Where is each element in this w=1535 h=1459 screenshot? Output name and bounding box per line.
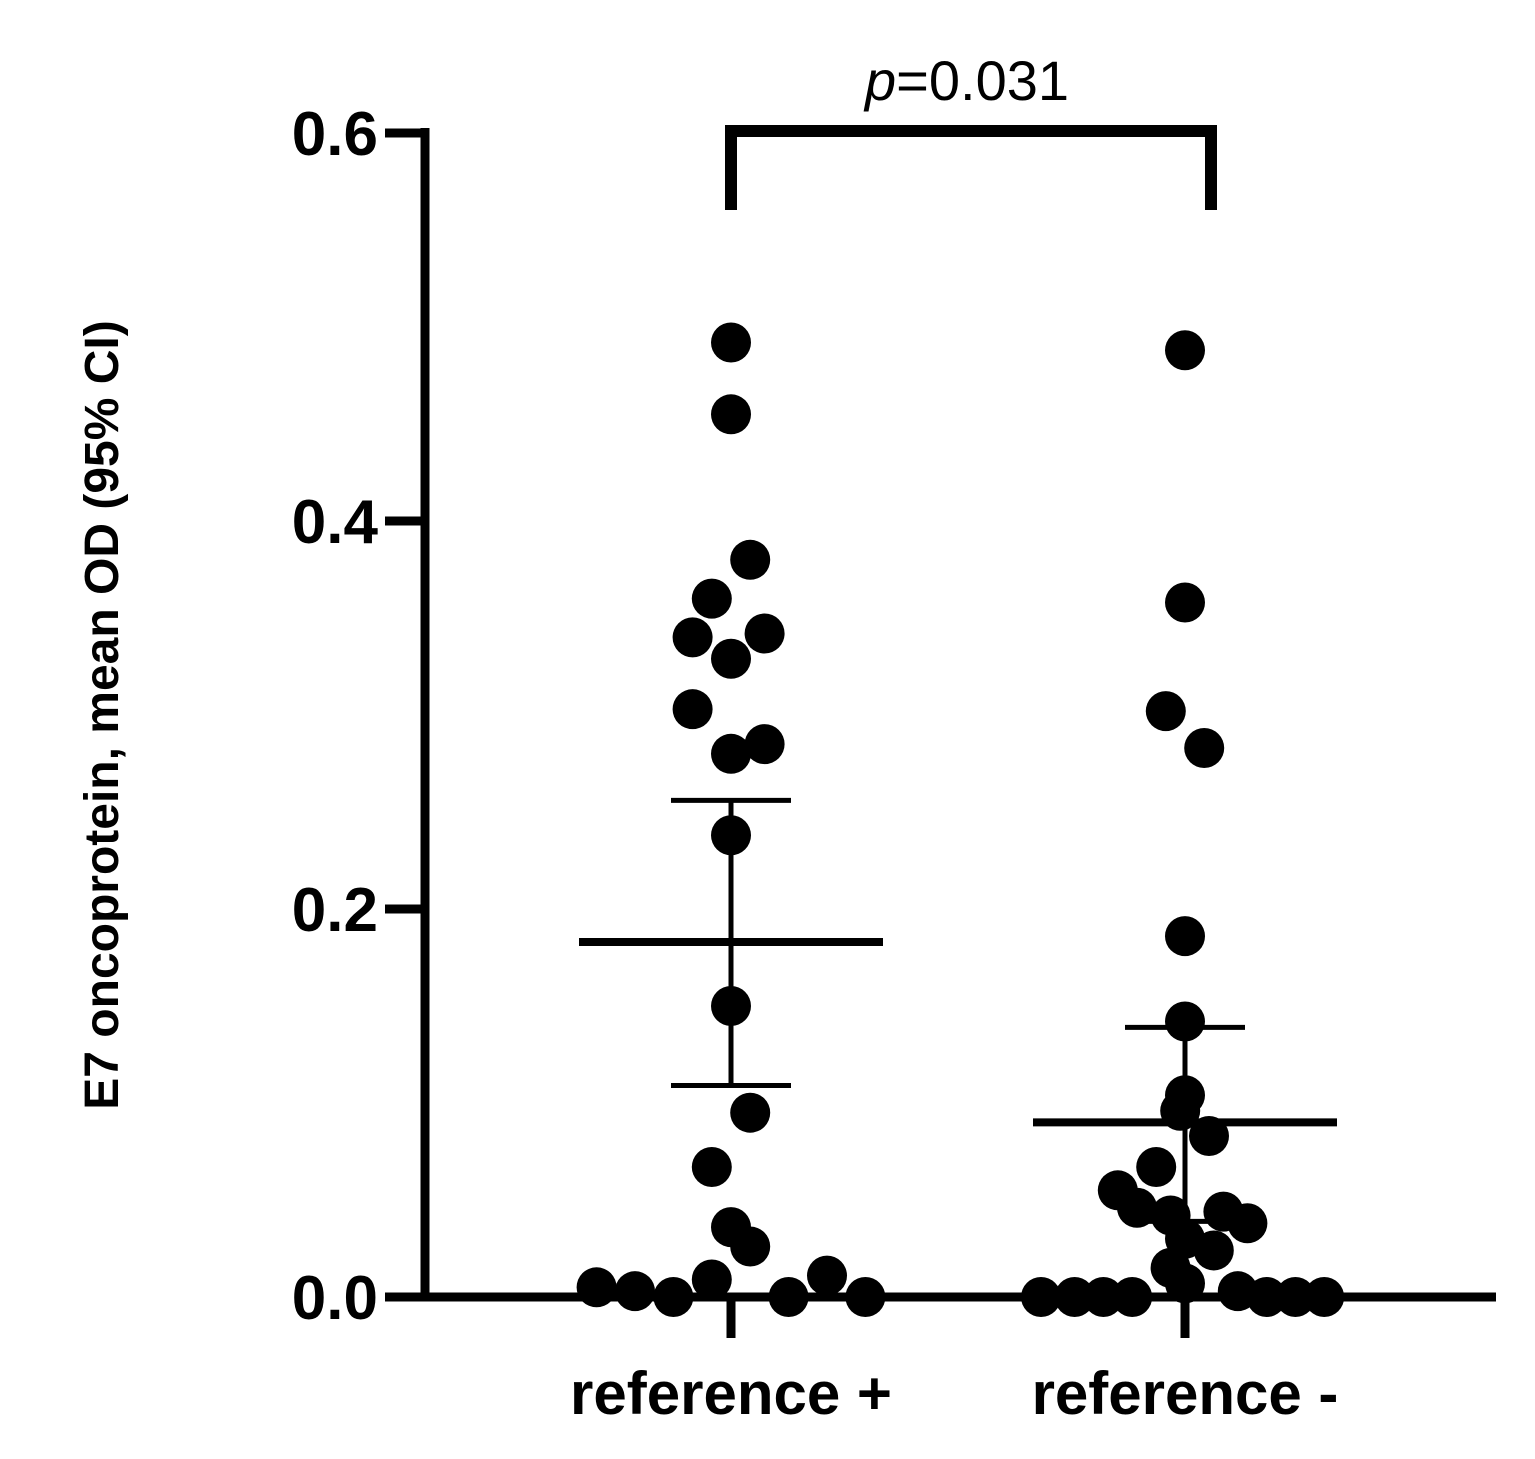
p-value-label: p=0.031	[863, 49, 1069, 112]
data-point	[1275, 1277, 1316, 1317]
y-tick-label: 0.6	[292, 100, 378, 169]
data-point	[730, 539, 771, 580]
data-point	[845, 1277, 886, 1317]
data-point	[711, 815, 751, 856]
data-point	[1304, 1277, 1345, 1317]
y-tick-label: 0.0	[292, 1264, 378, 1333]
data-point	[730, 1226, 771, 1267]
data-point	[1165, 330, 1205, 371]
data-point	[768, 1277, 809, 1317]
data-point	[711, 733, 751, 774]
significance-bracket	[725, 125, 1217, 210]
data-point	[1165, 1001, 1205, 1042]
data-point	[1083, 1277, 1124, 1317]
y-axis: 0.0 0.2 0.4 0.6	[292, 100, 430, 1333]
data-point	[730, 1092, 771, 1133]
data-point	[672, 617, 713, 658]
y-axis-label: E7 oncoprotein, mean OD (95% CI)	[76, 320, 129, 1109]
summary-stats	[579, 797, 1337, 1224]
x-tick-label: reference -	[1032, 1360, 1339, 1427]
data-point	[1193, 1230, 1234, 1271]
data-point	[1160, 1090, 1201, 1131]
significance-annotation: p=0.031	[725, 49, 1217, 210]
data-point	[711, 986, 751, 1026]
data-point	[691, 1259, 732, 1300]
data-point	[1246, 1277, 1287, 1317]
data-point	[711, 394, 751, 435]
y-tick-label: 0.2	[292, 876, 378, 945]
data-point	[1136, 1147, 1177, 1188]
data-point	[1227, 1203, 1268, 1244]
data-point	[1189, 1115, 1229, 1156]
x-tick-label: reference +	[570, 1360, 892, 1427]
data-point	[1165, 916, 1205, 957]
p-value: =0.031	[896, 49, 1069, 112]
x-ticks: reference + reference -	[570, 1297, 1338, 1427]
data-point	[1165, 1263, 1205, 1304]
data-point	[744, 724, 785, 765]
data-point	[1184, 727, 1225, 768]
data-point	[711, 322, 751, 363]
data-point	[691, 1147, 732, 1188]
x-axis: reference + reference -	[421, 1292, 1496, 1427]
data-point	[744, 613, 785, 654]
data-point	[1165, 582, 1205, 623]
data-point	[711, 638, 751, 679]
data-point	[576, 1267, 617, 1308]
y-ticks: 0.0 0.2 0.4 0.6	[292, 100, 425, 1333]
data-point	[615, 1271, 655, 1312]
data-point	[672, 689, 713, 730]
y-tick-label: 0.4	[292, 488, 379, 557]
data-point	[691, 578, 732, 619]
data-point	[1145, 691, 1186, 732]
data-point	[1021, 1277, 1061, 1317]
data-point	[1117, 1187, 1157, 1228]
data-point	[1054, 1277, 1095, 1317]
p-symbol: p	[863, 49, 896, 112]
data-point	[1112, 1277, 1153, 1317]
data-points	[576, 322, 1345, 1317]
data-point	[653, 1277, 694, 1317]
data-point	[807, 1255, 847, 1296]
